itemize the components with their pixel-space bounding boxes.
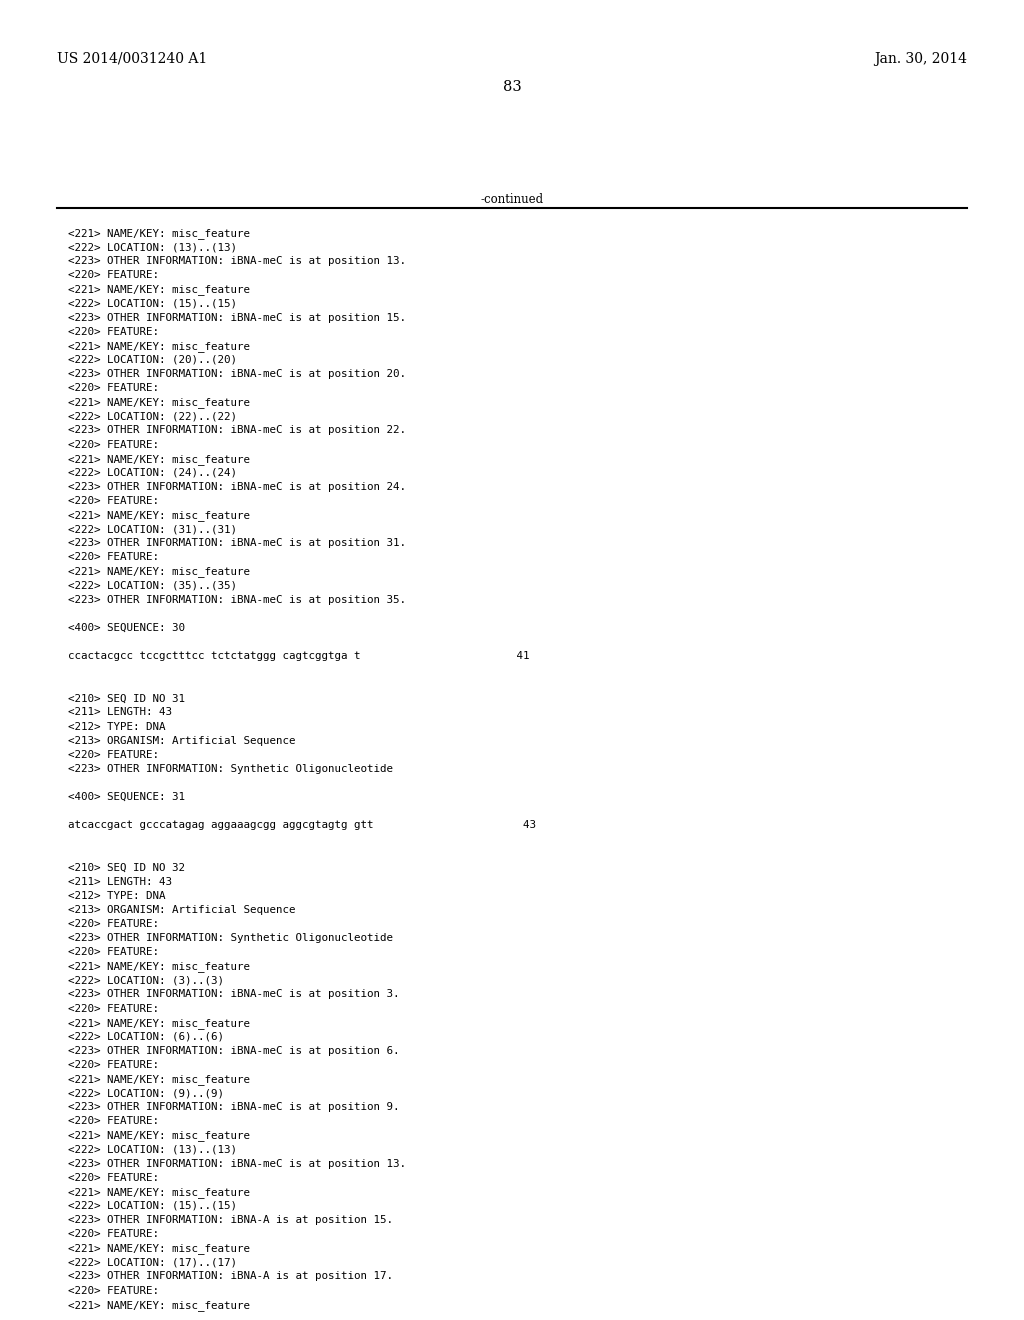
Text: <220> FEATURE:: <220> FEATURE:: [68, 327, 159, 337]
Text: <222> LOCATION: (6)..(6): <222> LOCATION: (6)..(6): [68, 1032, 224, 1041]
Text: <221> NAME/KEY: misc_feature: <221> NAME/KEY: misc_feature: [68, 454, 250, 465]
Text: <221> NAME/KEY: misc_feature: <221> NAME/KEY: misc_feature: [68, 1243, 250, 1254]
Text: <400> SEQUENCE: 30: <400> SEQUENCE: 30: [68, 623, 185, 632]
Text: <222> LOCATION: (13)..(13): <222> LOCATION: (13)..(13): [68, 1144, 237, 1155]
Text: <221> NAME/KEY: misc_feature: <221> NAME/KEY: misc_feature: [68, 1187, 250, 1197]
Text: <212> TYPE: DNA: <212> TYPE: DNA: [68, 722, 166, 731]
Text: <223> OTHER INFORMATION: iBNA-meC is at position 3.: <223> OTHER INFORMATION: iBNA-meC is at …: [68, 990, 399, 999]
Text: <222> LOCATION: (20)..(20): <222> LOCATION: (20)..(20): [68, 355, 237, 364]
Text: <222> LOCATION: (15)..(15): <222> LOCATION: (15)..(15): [68, 1201, 237, 1210]
Text: <223> OTHER INFORMATION: iBNA-meC is at position 35.: <223> OTHER INFORMATION: iBNA-meC is at …: [68, 594, 406, 605]
Text: <222> LOCATION: (17)..(17): <222> LOCATION: (17)..(17): [68, 1257, 237, 1267]
Text: 83: 83: [503, 81, 521, 94]
Text: <223> OTHER INFORMATION: iBNA-meC is at position 9.: <223> OTHER INFORMATION: iBNA-meC is at …: [68, 1102, 399, 1113]
Text: <220> FEATURE:: <220> FEATURE:: [68, 750, 159, 760]
Text: <211> LENGTH: 43: <211> LENGTH: 43: [68, 708, 172, 717]
Text: ccactacgcc tccgctttcc tctctatggg cagtcggtga t                        41: ccactacgcc tccgctttcc tctctatggg cagtcgg…: [68, 651, 529, 661]
Text: -continued: -continued: [480, 193, 544, 206]
Text: <221> NAME/KEY: misc_feature: <221> NAME/KEY: misc_feature: [68, 961, 250, 972]
Text: <211> LENGTH: 43: <211> LENGTH: 43: [68, 876, 172, 887]
Text: <222> LOCATION: (35)..(35): <222> LOCATION: (35)..(35): [68, 581, 237, 590]
Text: <223> OTHER INFORMATION: iBNA-meC is at position 24.: <223> OTHER INFORMATION: iBNA-meC is at …: [68, 482, 406, 492]
Text: <222> LOCATION: (24)..(24): <222> LOCATION: (24)..(24): [68, 467, 237, 478]
Text: <221> NAME/KEY: misc_feature: <221> NAME/KEY: misc_feature: [68, 1074, 250, 1085]
Text: <223> OTHER INFORMATION: iBNA-meC is at position 6.: <223> OTHER INFORMATION: iBNA-meC is at …: [68, 1045, 399, 1056]
Text: <223> OTHER INFORMATION: iBNA-meC is at position 15.: <223> OTHER INFORMATION: iBNA-meC is at …: [68, 313, 406, 322]
Text: <221> NAME/KEY: misc_feature: <221> NAME/KEY: misc_feature: [68, 1018, 250, 1028]
Text: <223> OTHER INFORMATION: iBNA-meC is at position 22.: <223> OTHER INFORMATION: iBNA-meC is at …: [68, 425, 406, 436]
Text: <210> SEQ ID NO 31: <210> SEQ ID NO 31: [68, 693, 185, 704]
Text: <223> OTHER INFORMATION: iBNA-meC is at position 13.: <223> OTHER INFORMATION: iBNA-meC is at …: [68, 1159, 406, 1168]
Text: <223> OTHER INFORMATION: Synthetic Oligonucleotide: <223> OTHER INFORMATION: Synthetic Oligo…: [68, 933, 393, 942]
Text: US 2014/0031240 A1: US 2014/0031240 A1: [57, 51, 207, 66]
Text: <223> OTHER INFORMATION: iBNA-A is at position 15.: <223> OTHER INFORMATION: iBNA-A is at po…: [68, 1214, 393, 1225]
Text: <220> FEATURE:: <220> FEATURE:: [68, 440, 159, 450]
Text: <220> FEATURE:: <220> FEATURE:: [68, 1117, 159, 1126]
Text: <221> NAME/KEY: misc_feature: <221> NAME/KEY: misc_feature: [68, 1300, 250, 1311]
Text: <400> SEQUENCE: 31: <400> SEQUENCE: 31: [68, 792, 185, 803]
Text: <223> OTHER INFORMATION: Synthetic Oligonucleotide: <223> OTHER INFORMATION: Synthetic Oligo…: [68, 764, 393, 774]
Text: <221> NAME/KEY: misc_feature: <221> NAME/KEY: misc_feature: [68, 228, 250, 239]
Text: <220> FEATURE:: <220> FEATURE:: [68, 1172, 159, 1183]
Text: <220> FEATURE:: <220> FEATURE:: [68, 1060, 159, 1071]
Text: <210> SEQ ID NO 32: <210> SEQ ID NO 32: [68, 862, 185, 873]
Text: <221> NAME/KEY: misc_feature: <221> NAME/KEY: misc_feature: [68, 397, 250, 408]
Text: <222> LOCATION: (3)..(3): <222> LOCATION: (3)..(3): [68, 975, 224, 985]
Text: <220> FEATURE:: <220> FEATURE:: [68, 271, 159, 280]
Text: atcaccgact gcccatagag aggaaagcgg aggcgtagtg gtt                       43: atcaccgact gcccatagag aggaaagcgg aggcgta…: [68, 820, 536, 830]
Text: <222> LOCATION: (31)..(31): <222> LOCATION: (31)..(31): [68, 524, 237, 535]
Text: <220> FEATURE:: <220> FEATURE:: [68, 1003, 159, 1014]
Text: <223> OTHER INFORMATION: iBNA-meC is at position 20.: <223> OTHER INFORMATION: iBNA-meC is at …: [68, 370, 406, 379]
Text: <220> FEATURE:: <220> FEATURE:: [68, 496, 159, 506]
Text: <220> FEATURE:: <220> FEATURE:: [68, 948, 159, 957]
Text: <222> LOCATION: (9)..(9): <222> LOCATION: (9)..(9): [68, 1088, 224, 1098]
Text: <213> ORGANISM: Artificial Sequence: <213> ORGANISM: Artificial Sequence: [68, 735, 296, 746]
Text: <223> OTHER INFORMATION: iBNA-meC is at position 31.: <223> OTHER INFORMATION: iBNA-meC is at …: [68, 539, 406, 548]
Text: <220> FEATURE:: <220> FEATURE:: [68, 552, 159, 562]
Text: <221> NAME/KEY: misc_feature: <221> NAME/KEY: misc_feature: [68, 566, 250, 577]
Text: Jan. 30, 2014: Jan. 30, 2014: [874, 51, 967, 66]
Text: <220> FEATURE:: <220> FEATURE:: [68, 1286, 159, 1295]
Text: <212> TYPE: DNA: <212> TYPE: DNA: [68, 891, 166, 900]
Text: <221> NAME/KEY: misc_feature: <221> NAME/KEY: misc_feature: [68, 284, 250, 296]
Text: <213> ORGANISM: Artificial Sequence: <213> ORGANISM: Artificial Sequence: [68, 904, 296, 915]
Text: <223> OTHER INFORMATION: iBNA-meC is at position 13.: <223> OTHER INFORMATION: iBNA-meC is at …: [68, 256, 406, 267]
Text: <220> FEATURE:: <220> FEATURE:: [68, 919, 159, 929]
Text: <222> LOCATION: (15)..(15): <222> LOCATION: (15)..(15): [68, 298, 237, 309]
Text: <220> FEATURE:: <220> FEATURE:: [68, 383, 159, 393]
Text: <221> NAME/KEY: misc_feature: <221> NAME/KEY: misc_feature: [68, 341, 250, 351]
Text: <222> LOCATION: (13)..(13): <222> LOCATION: (13)..(13): [68, 242, 237, 252]
Text: <223> OTHER INFORMATION: iBNA-A is at position 17.: <223> OTHER INFORMATION: iBNA-A is at po…: [68, 1271, 393, 1282]
Text: <221> NAME/KEY: misc_feature: <221> NAME/KEY: misc_feature: [68, 510, 250, 521]
Text: <221> NAME/KEY: misc_feature: <221> NAME/KEY: misc_feature: [68, 1130, 250, 1142]
Text: <220> FEATURE:: <220> FEATURE:: [68, 1229, 159, 1239]
Text: <222> LOCATION: (22)..(22): <222> LOCATION: (22)..(22): [68, 412, 237, 421]
